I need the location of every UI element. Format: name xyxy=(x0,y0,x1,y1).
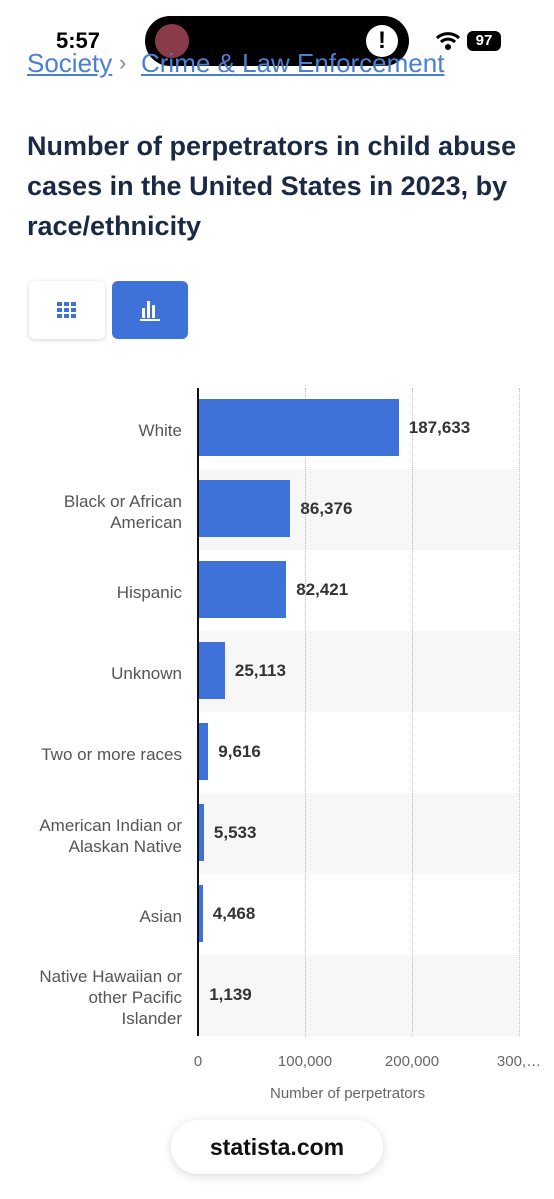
category-label: Hispanic xyxy=(116,583,182,602)
category-label: Two or more races xyxy=(41,745,182,764)
bar xyxy=(198,561,287,618)
breadcrumb-link[interactable]: Society xyxy=(27,48,113,78)
bar xyxy=(198,885,203,942)
axis-line xyxy=(197,388,199,1036)
x-tick-label: 0 xyxy=(193,1053,203,1070)
bar xyxy=(198,480,291,537)
category-label: White xyxy=(138,421,182,440)
value-label: 25,113 xyxy=(234,661,286,680)
value-label: 82,421 xyxy=(296,580,349,599)
bar xyxy=(198,642,225,699)
category-label: Black or African American xyxy=(63,491,182,532)
x-tick-label: 300,… xyxy=(496,1053,542,1070)
chart-view-button[interactable] xyxy=(112,281,188,339)
site-badge[interactable]: statista.com xyxy=(171,1120,383,1174)
category-label: Native Hawaiian or other Pacific Islande… xyxy=(39,967,182,1028)
grid-line xyxy=(305,388,306,1036)
table-view-button[interactable] xyxy=(29,281,105,339)
breadcrumb-link[interactable]: Crime & Law Enforcement xyxy=(141,48,445,78)
avatar xyxy=(155,24,189,58)
breadcrumb-separator: › xyxy=(119,50,127,75)
dynamic-island: ! xyxy=(145,16,409,66)
category-label: Unknown xyxy=(111,664,182,683)
x-tick-label: 200,000 xyxy=(384,1053,440,1070)
chart: 0 100,000 200,000 300,… White 187,633 Black or… xyxy=(39,388,542,1102)
row-band xyxy=(198,793,519,874)
grid-line xyxy=(519,388,520,1036)
category-label: American Indian or Alaskan Native xyxy=(39,815,182,856)
chart-title: Number of perpetrators in child abuse ca… xyxy=(27,131,517,241)
bar xyxy=(198,399,399,456)
wifi-icon xyxy=(435,32,461,50)
value-label: 1,139 xyxy=(209,985,252,1004)
battery: 97 xyxy=(467,31,501,51)
grid-line xyxy=(412,388,413,1036)
alert-icon: ! xyxy=(366,25,398,57)
value-label: 86,376 xyxy=(300,499,353,518)
x-axis-title: Number of perpetrators xyxy=(270,1085,426,1102)
value-label: 5,533 xyxy=(213,823,257,842)
row-band xyxy=(198,631,519,712)
x-tick-label: 100,000 xyxy=(277,1053,333,1070)
chart-icon xyxy=(140,301,160,321)
value-label: 4,468 xyxy=(212,904,256,923)
table-icon xyxy=(57,302,76,318)
status-time: 5:57 xyxy=(56,28,101,53)
bar xyxy=(198,723,209,780)
row-band xyxy=(198,955,519,1036)
category-label: Asian xyxy=(139,907,182,926)
bar xyxy=(198,804,204,861)
value-label: 9,616 xyxy=(218,742,261,761)
value-label: 187,633 xyxy=(408,418,471,437)
